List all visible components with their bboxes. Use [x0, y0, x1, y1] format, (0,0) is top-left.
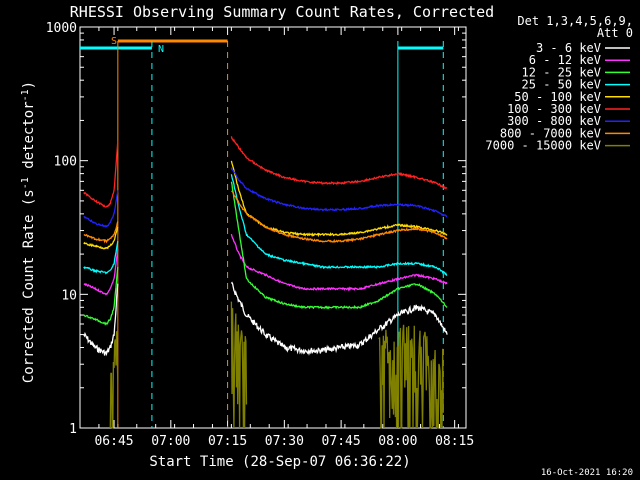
plot-area — [79, 26, 467, 429]
series-line — [83, 226, 119, 250]
y-axis-label-mid: detector — [21, 101, 37, 177]
y-tick-label: 1 — [69, 422, 77, 437]
state-bar-label: S — [111, 36, 117, 47]
series-line — [109, 331, 119, 429]
legend-entry-label: 6 - 12 keV — [529, 53, 601, 67]
series-line — [378, 324, 444, 429]
chart-title: RHESSI Observing Summary Count Rates, Co… — [70, 3, 494, 21]
series-line — [83, 221, 119, 244]
series-line — [230, 167, 448, 218]
x-tick-label: 06:45 — [94, 434, 133, 449]
y-tick-label: 10 — [61, 288, 77, 303]
legend-entry-label: 12 - 25 keV — [522, 65, 601, 79]
series-line — [83, 141, 119, 208]
series-line — [230, 181, 448, 310]
y-axis-label: Corrected Count Rate (s-1 detector-1) — [20, 81, 37, 383]
legend-entry-label: 50 - 100 keV — [514, 90, 601, 104]
series-line — [83, 266, 119, 326]
generated-timestamp: 16-Oct-2021 16:20 — [541, 468, 633, 478]
legend-entry-label: 25 - 50 keV — [522, 78, 601, 92]
series-line — [231, 190, 448, 243]
legend-entry-label: 3 - 6 keV — [536, 41, 601, 55]
legend-header-line2: Att 0 — [597, 26, 633, 40]
legend-header-line1: Det 1,3,4,5,6,9, — [517, 14, 633, 28]
y-axis-label-end: ) — [21, 81, 37, 89]
x-tick-label: 08:15 — [435, 434, 474, 449]
state-bar-label: N — [158, 44, 164, 55]
series-line — [230, 281, 448, 356]
legend-entry-label: 7000 - 15000 keV — [485, 139, 601, 153]
series-line — [230, 301, 248, 429]
y-tick-label: 100 — [54, 155, 77, 170]
legend-entry-label: 300 - 800 keV — [507, 114, 601, 128]
y-axis-label-sup1: -1 — [20, 177, 31, 189]
x-tick-label: 07:15 — [208, 434, 247, 449]
y-axis-label-sup2: -1 — [20, 89, 31, 101]
y-tick-label: 1000 — [46, 21, 77, 36]
x-tick-label: 07:45 — [322, 434, 361, 449]
series-line — [83, 190, 119, 228]
series-line — [83, 248, 119, 296]
x-tick-label: 07:30 — [265, 434, 304, 449]
plot-frame — [79, 26, 467, 429]
series-line — [230, 174, 448, 276]
state-bars: SN — [80, 36, 444, 55]
x-axis-label: Start Time (28-Sep-07 06:36:22) — [149, 454, 410, 470]
series-lines — [83, 136, 448, 429]
series-line — [230, 136, 448, 190]
series-line — [83, 283, 119, 357]
x-tick-label: 07:00 — [151, 434, 190, 449]
x-tick-label: 08:00 — [378, 434, 417, 449]
series-line — [83, 240, 119, 275]
legend-entry-label: 100 - 300 keV — [507, 102, 601, 116]
legend-entry-label: 800 - 7000 keV — [500, 126, 601, 140]
y-axis: 1 10 100 1000 — [46, 21, 466, 437]
series-line — [230, 233, 448, 292]
y-axis-label-main: Corrected Count Rate (s — [21, 189, 37, 383]
